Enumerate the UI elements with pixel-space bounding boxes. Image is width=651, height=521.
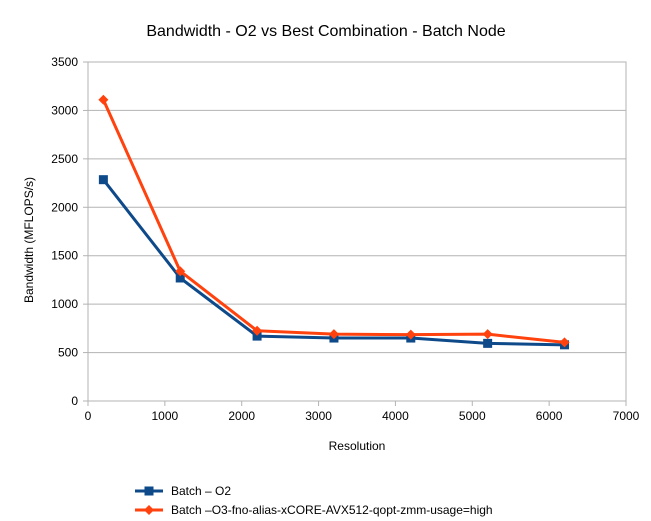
y-tick-labels: 0 500 1000 1500 2000 2500 3000 3500 (51, 55, 78, 408)
y-tick-label: 1500 (51, 249, 78, 263)
y-tick-label: 0 (71, 394, 78, 408)
data-point (328, 329, 339, 340)
legend-marker (144, 486, 154, 496)
x-tick-label: 1000 (152, 409, 179, 423)
x-axis-label: Resolution (329, 439, 386, 453)
series-line (102, 99, 565, 344)
data-point (175, 273, 185, 283)
data-point (252, 331, 262, 341)
data-point (175, 266, 186, 277)
series-2 (98, 94, 570, 348)
data-point (559, 337, 570, 348)
y-tick-label: 1000 (51, 297, 78, 311)
x-tick-labels: 0 1000 2000 3000 4000 5000 6000 7000 (85, 409, 640, 423)
data-point (252, 325, 263, 336)
y-tick-label: 500 (58, 346, 78, 360)
y-axis-label: Bandwidth (MFLOPS/s) (22, 177, 36, 303)
data-point (98, 94, 109, 105)
y-tick-label: 3500 (51, 55, 78, 69)
data-point (98, 175, 108, 185)
legend-item-1: Batch – O2 (135, 484, 231, 498)
y-tick-label: 2000 (51, 200, 78, 214)
y-tick-label: 3000 (51, 103, 78, 117)
data-point (482, 329, 493, 340)
data-point (483, 338, 493, 348)
legend-item-2: Batch –O3-fno-alias-xCORE-AVX512-qopt-zm… (135, 503, 493, 517)
series-line (102, 178, 565, 347)
x-tick-label: 2000 (228, 409, 255, 423)
x-tick-label: 5000 (459, 409, 486, 423)
data-point (405, 329, 416, 340)
x-tick-label: 6000 (536, 409, 563, 423)
x-tick-label: 7000 (613, 409, 640, 423)
x-tick-label: 4000 (382, 409, 409, 423)
legend: Batch – O2 Batch –O3-fno-alias-xCORE-AVX5… (135, 484, 493, 517)
plot-frame (87, 61, 627, 402)
chart-title: Bandwidth - O2 vs Best Combination - Bat… (146, 23, 505, 40)
series-layer (98, 94, 570, 350)
series-1 (98, 175, 570, 350)
x-tick-label: 0 (85, 409, 92, 423)
legend-label: Batch –O3-fno-alias-xCORE-AVX512-qopt-zm… (171, 503, 493, 517)
y-tick-label: 2500 (51, 152, 78, 166)
legend-marker (144, 505, 154, 515)
x-tick-label: 3000 (305, 409, 332, 423)
legend-label: Batch – O2 (171, 484, 231, 498)
